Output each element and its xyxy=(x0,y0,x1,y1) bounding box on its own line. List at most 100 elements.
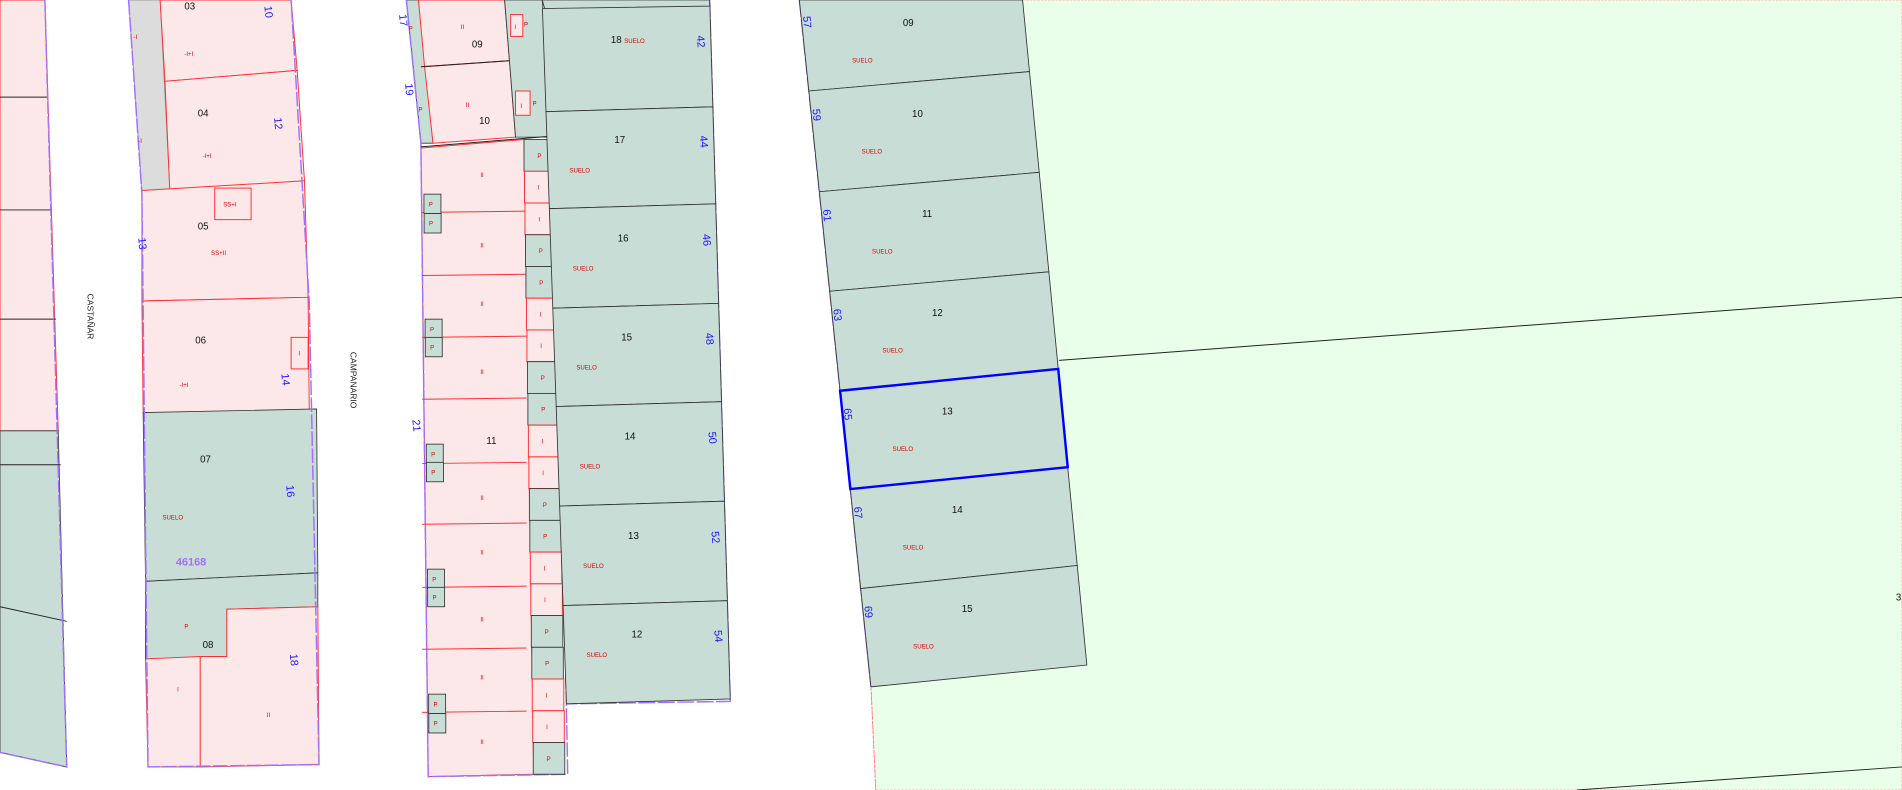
parcel-number: 13 xyxy=(628,531,639,542)
use-label: P xyxy=(432,595,436,601)
parcel[interactable] xyxy=(0,430,68,768)
use-label: P xyxy=(430,345,434,351)
house-number: 63 xyxy=(830,308,843,321)
parcel-16[interactable] xyxy=(548,203,720,309)
use-label: I xyxy=(520,104,522,110)
cell-I[interactable] xyxy=(531,678,565,712)
house-number: 48 xyxy=(703,332,716,345)
parcel-number: 05 xyxy=(198,221,209,232)
house-number: 50 xyxy=(705,431,718,444)
side-cell[interactable] xyxy=(424,336,443,358)
house-number: 44 xyxy=(697,135,710,148)
house-number: 54 xyxy=(711,630,724,643)
use-label: P xyxy=(184,625,188,631)
parcel-04[interactable] xyxy=(164,69,305,192)
sub-unit[interactable] xyxy=(290,336,309,370)
block-e: 09 SUELO 57 10 SUELO 59 11 SUELO 61 12 SUELO 63 13 SU… xyxy=(798,0,1088,790)
use-label: SUELO xyxy=(587,653,608,659)
parcel-number: 15 xyxy=(621,332,632,343)
cell-P[interactable] xyxy=(531,646,564,680)
rustic-parcel[interactable] xyxy=(870,0,1902,790)
use-label: P xyxy=(543,503,547,509)
use-label: I xyxy=(538,186,540,192)
sub-unit[interactable] xyxy=(515,90,531,116)
use-label: SUELO xyxy=(573,267,594,273)
house-number: 67 xyxy=(851,506,864,519)
parcel-18[interactable] xyxy=(541,3,714,113)
side-cell[interactable] xyxy=(426,461,444,483)
parcel-15[interactable] xyxy=(552,302,722,407)
parcel-10[interactable] xyxy=(424,60,517,144)
parcel-14[interactable] xyxy=(555,401,725,507)
parcel-number: 09 xyxy=(472,39,483,50)
use-label: I xyxy=(546,693,548,699)
cell-P[interactable] xyxy=(527,392,560,426)
use-label: I xyxy=(177,688,179,694)
cell-P[interactable] xyxy=(529,519,562,553)
row-divider xyxy=(422,522,527,525)
cell-P[interactable] xyxy=(530,615,564,648)
parcel-06[interactable] xyxy=(141,296,310,414)
house-number: 14 xyxy=(278,373,291,386)
parcel-13[interactable] xyxy=(559,500,728,606)
use-label: SUELO xyxy=(624,39,645,45)
house-number: 42 xyxy=(694,35,707,48)
use-label: I xyxy=(542,439,544,445)
use-label: SS+I xyxy=(223,202,237,208)
cell-I[interactable] xyxy=(529,551,563,585)
use-label: I xyxy=(540,313,542,319)
parcel-number: 06 xyxy=(195,335,206,346)
use-label: SUELO xyxy=(913,644,934,650)
side-cell[interactable] xyxy=(428,713,447,734)
parcel-03[interactable] xyxy=(159,0,298,82)
row-divider xyxy=(422,647,527,650)
house-number: 13 xyxy=(135,237,148,250)
use-label: SUELO xyxy=(583,564,604,570)
use-label: P xyxy=(547,757,551,763)
cell-I[interactable] xyxy=(527,424,561,458)
row-divider xyxy=(422,273,527,276)
use-label: P xyxy=(434,722,438,728)
parcel-15[interactable] xyxy=(860,565,1088,688)
use-label: P xyxy=(418,108,422,114)
use-label: II xyxy=(480,551,484,557)
use-label: P xyxy=(541,408,545,414)
house-number: 57 xyxy=(800,16,813,29)
parcel-number: 12 xyxy=(932,308,943,319)
use-label: P xyxy=(545,662,549,668)
parcel[interactable] xyxy=(541,0,711,9)
parcel[interactable] xyxy=(0,0,59,432)
parcel-09[interactable] xyxy=(418,0,510,68)
use-label: II xyxy=(480,740,484,746)
cell-I[interactable] xyxy=(532,710,565,743)
cell-P[interactable] xyxy=(532,742,566,775)
parcel-11[interactable] xyxy=(818,171,1050,292)
use-label: P xyxy=(433,702,437,708)
edge-label: 3 xyxy=(1896,593,1901,604)
parcel-17[interactable] xyxy=(545,106,717,210)
parcel-10[interactable] xyxy=(808,71,1040,193)
use-label: II xyxy=(480,173,484,179)
parcel-12[interactable] xyxy=(562,600,731,705)
sub-unit[interactable] xyxy=(214,187,252,221)
street-name-campanario: CAMPANARIO xyxy=(349,352,359,409)
use-label: II xyxy=(461,25,465,31)
use-label: P xyxy=(429,202,433,208)
cell-I[interactable] xyxy=(526,329,559,363)
parcel-08-built[interactable] xyxy=(145,656,201,768)
cell-I[interactable] xyxy=(528,456,561,490)
cell-I[interactable] xyxy=(530,583,563,617)
parcel-number: 18 xyxy=(611,35,622,46)
parcel-number: 07 xyxy=(200,454,211,465)
sub-unit[interactable] xyxy=(510,14,524,37)
use-label: P xyxy=(430,327,434,333)
use-label: SUELO xyxy=(576,366,597,372)
cell-P[interactable] xyxy=(526,361,560,394)
use-label: -I xyxy=(138,139,142,145)
side-cell[interactable] xyxy=(423,213,442,234)
use-label: SUELO xyxy=(872,250,893,256)
use-label: SUELO xyxy=(893,447,914,453)
parcel-13-selected[interactable] xyxy=(838,367,1070,491)
side-cell[interactable] xyxy=(427,586,446,608)
